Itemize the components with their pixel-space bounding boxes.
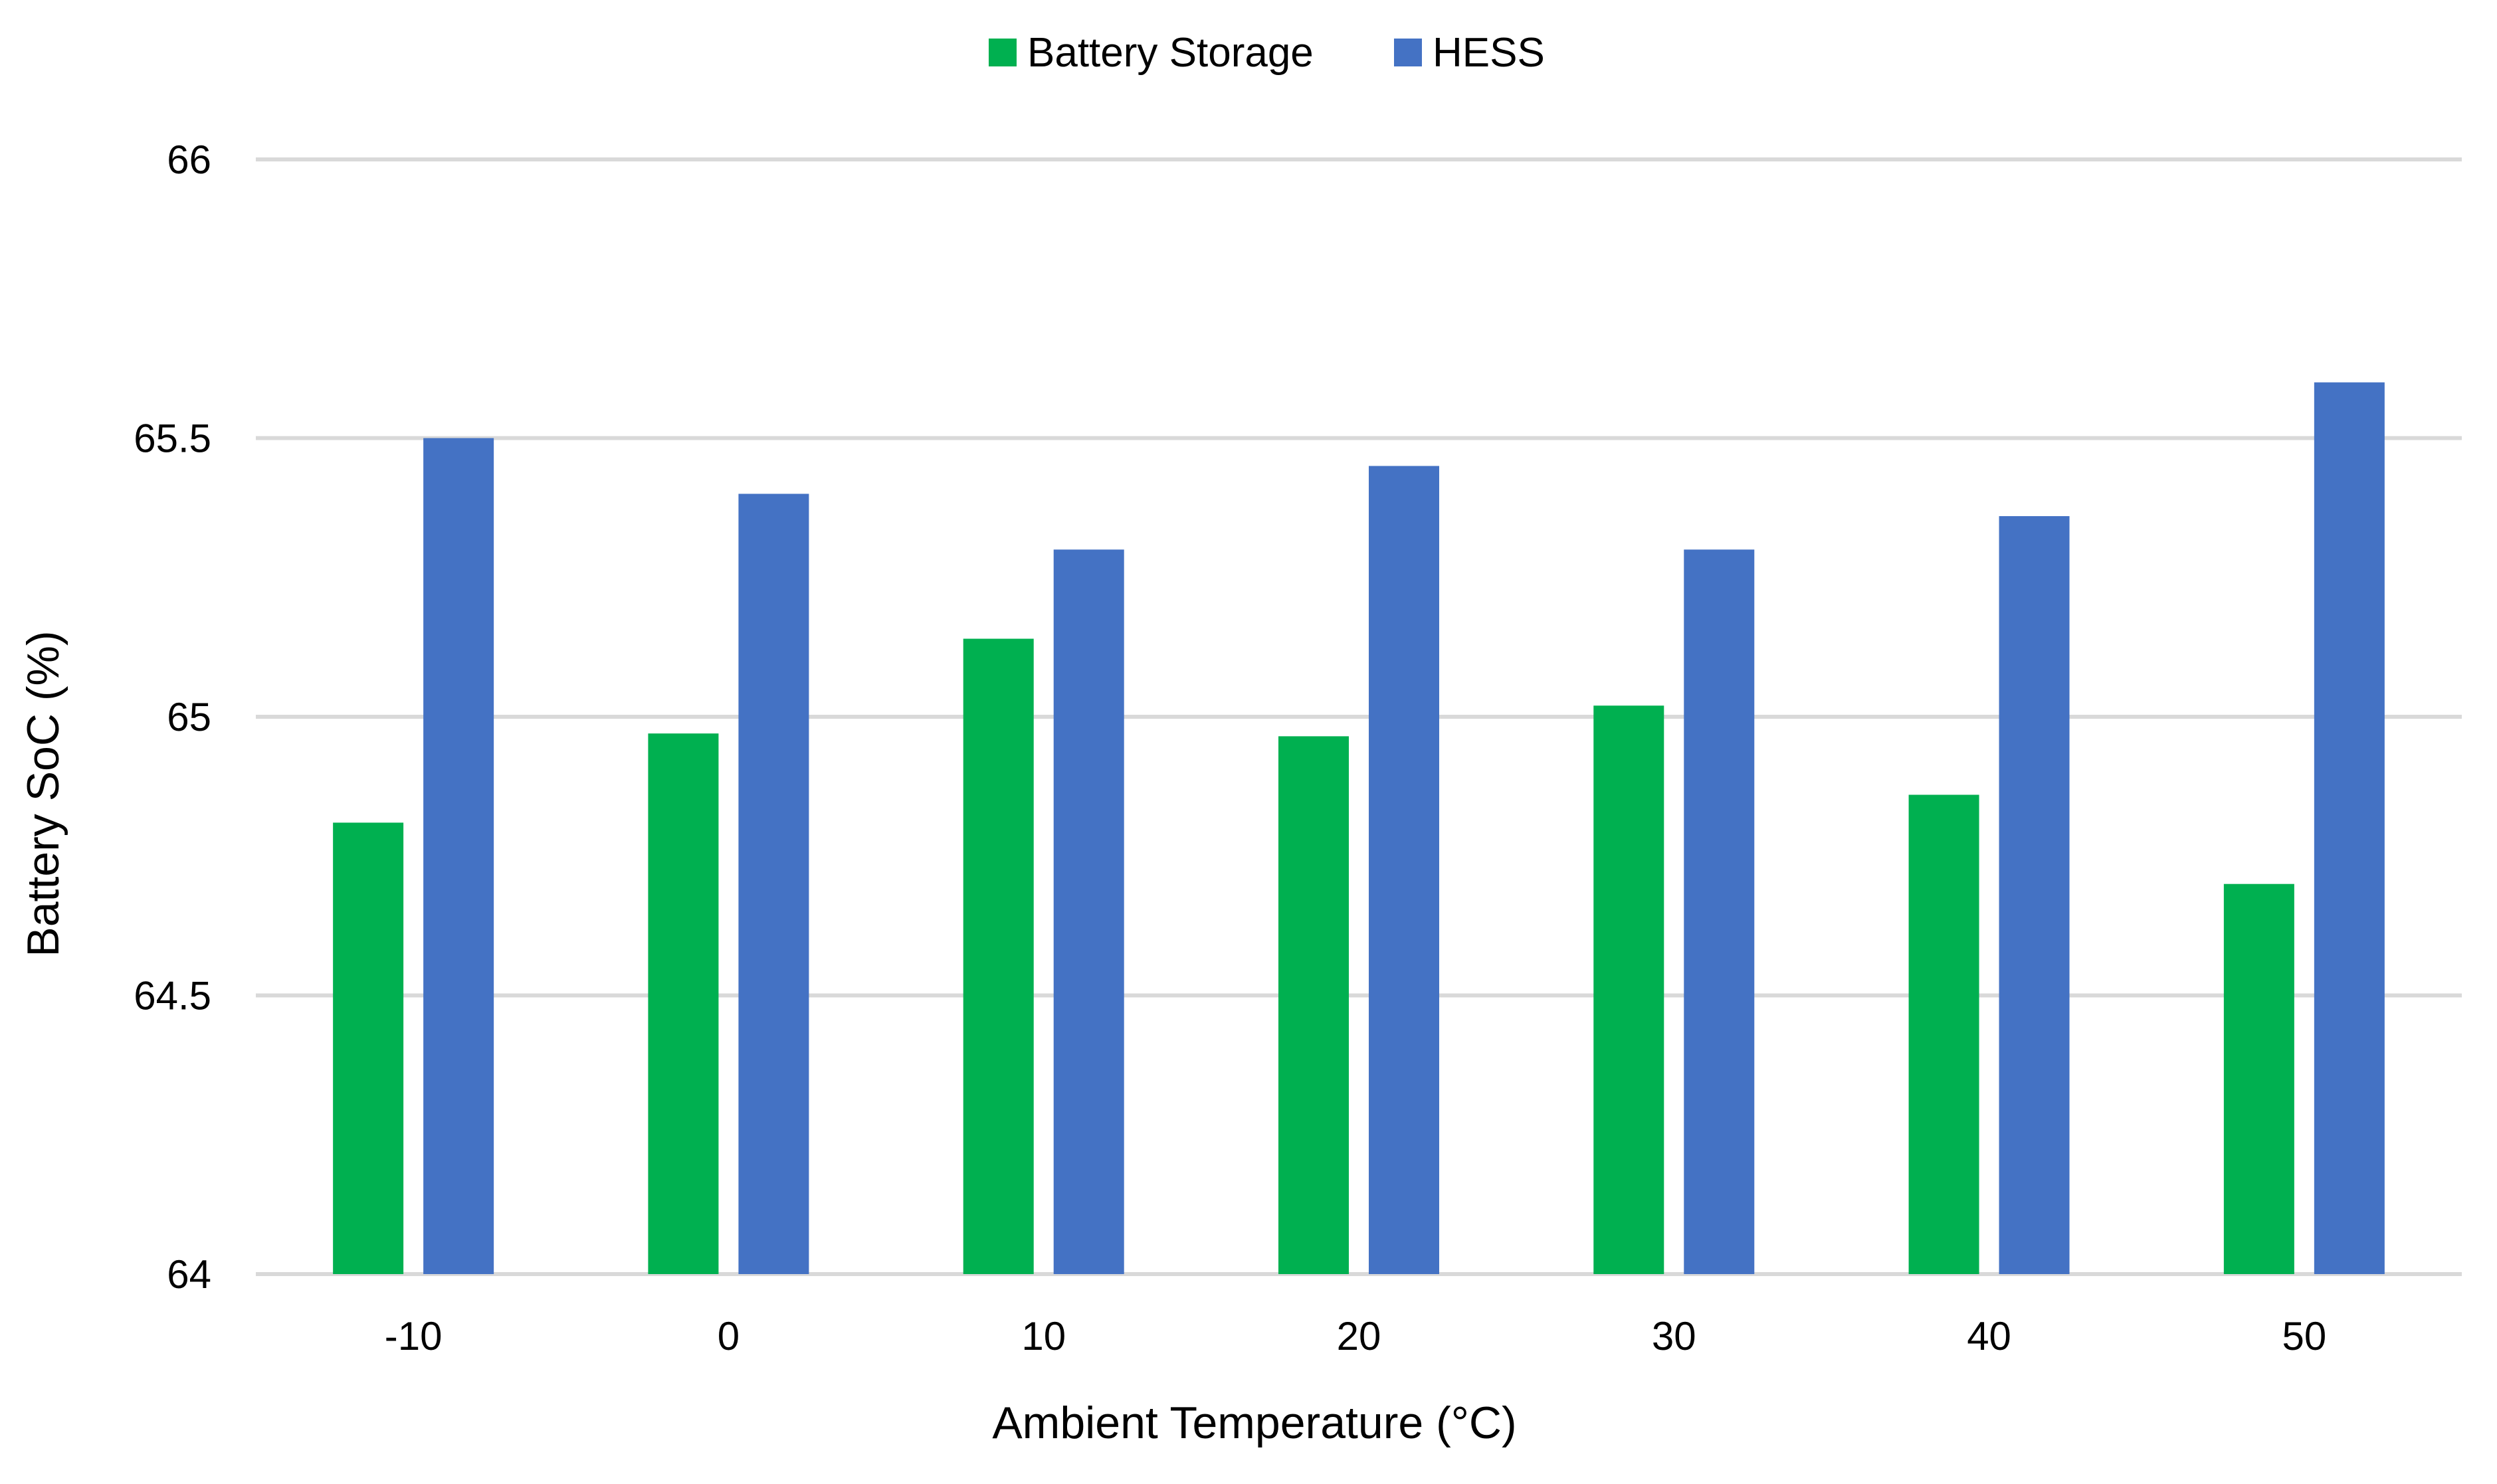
bar-hess-20 — [1369, 466, 1439, 1275]
y-axis-tick-labels: 64 64.5 65 65.5 66 — [134, 138, 211, 1297]
x-tick-label: 40 — [1967, 1314, 2011, 1358]
bar-hess--10 — [423, 438, 494, 1274]
bars — [333, 382, 2385, 1275]
bar-hess-30 — [1684, 549, 1755, 1274]
x-axis-title: Ambient Temperature (°C) — [992, 1398, 1516, 1448]
x-tick-label: 50 — [2282, 1314, 2326, 1358]
bar-battery-storage-40 — [1908, 794, 1979, 1274]
y-tick-label: 65.5 — [134, 417, 211, 461]
x-tick-label: 0 — [718, 1314, 740, 1358]
x-tick-label: -10 — [385, 1314, 443, 1358]
legend-label: HESS — [1433, 30, 1545, 76]
legend-swatch — [1394, 39, 1422, 66]
y-axis-title: Battery SoC (%) — [18, 630, 68, 957]
legend: Battery Storage HESS — [989, 30, 1545, 76]
bar-hess-50 — [2314, 382, 2385, 1274]
x-tick-label: 10 — [1021, 1314, 1066, 1358]
gridlines — [256, 157, 2462, 1276]
bar-battery-storage-30 — [1593, 705, 1664, 1274]
bar-battery-storage-10 — [963, 638, 1034, 1274]
legend-swatch — [989, 39, 1017, 66]
bar-hess-40 — [1999, 515, 2070, 1275]
x-axis-tick-labels: -10 0 10 20 30 40 50 — [385, 1314, 2326, 1358]
y-tick-label: 66 — [167, 138, 211, 182]
y-tick-label: 65 — [167, 695, 211, 739]
bar-battery-storage-0 — [648, 733, 719, 1274]
legend-label: Battery Storage — [1027, 30, 1314, 76]
y-tick-label: 64 — [167, 1252, 211, 1297]
bar-battery-storage--10 — [333, 822, 404, 1274]
x-tick-label: 20 — [1337, 1314, 1381, 1358]
y-tick-label: 64.5 — [134, 974, 211, 1018]
bar-hess-10 — [1053, 549, 1124, 1274]
bar-battery-storage-50 — [2223, 883, 2294, 1274]
bar-battery-storage-20 — [1278, 736, 1349, 1274]
x-tick-label: 30 — [1652, 1314, 1696, 1358]
bar-hess-0 — [738, 494, 809, 1274]
